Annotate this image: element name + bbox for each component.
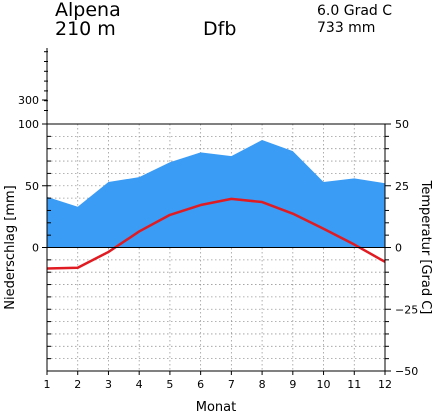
station-name: Alpena xyxy=(55,0,121,21)
y-left-tick-label: 100 xyxy=(18,118,39,131)
y-left-tick-label: 0 xyxy=(32,242,39,255)
x-tick-label: 6 xyxy=(197,378,204,391)
y-right-tick-label: 50 xyxy=(395,118,409,131)
x-axis-title: Monat xyxy=(196,400,236,415)
y-right-tick-label: 0 xyxy=(395,242,402,255)
station-elevation: 210 m xyxy=(55,18,116,40)
mean-annual-temperature: 6.0 Grad C xyxy=(317,3,393,19)
x-tick-label: 7 xyxy=(228,378,235,391)
y-left-tick-label: 300 xyxy=(18,94,39,107)
y-left-tick-label: 50 xyxy=(25,180,39,193)
y-right-tick-label: −50 xyxy=(395,365,418,378)
x-tick-label: 2 xyxy=(74,378,81,391)
x-tick-label: 10 xyxy=(317,378,331,391)
x-tick-label: 11 xyxy=(347,378,361,391)
precipitation-series xyxy=(46,139,386,248)
annual-precipitation: 733 mm xyxy=(317,20,376,36)
x-tick-label: 5 xyxy=(166,378,173,391)
x-tick-label: 1 xyxy=(44,378,51,391)
precipitation-area xyxy=(47,140,385,248)
x-tick-label: 8 xyxy=(259,378,266,391)
x-tick-label: 9 xyxy=(289,378,296,391)
y-right-tick-label: 25 xyxy=(395,180,409,193)
x-tick-label: 12 xyxy=(378,378,392,391)
x-tick-label: 3 xyxy=(105,378,112,391)
y-axis-title-left: Niederschlag [mm] xyxy=(3,185,18,310)
y-axis-title-right: Temperatur [Grad C] xyxy=(418,180,433,315)
y-right-tick-label: −25 xyxy=(395,303,418,316)
temperature-line xyxy=(46,197,386,270)
x-tick-label: 4 xyxy=(136,378,143,391)
climate-classification: Dfb xyxy=(203,18,237,40)
